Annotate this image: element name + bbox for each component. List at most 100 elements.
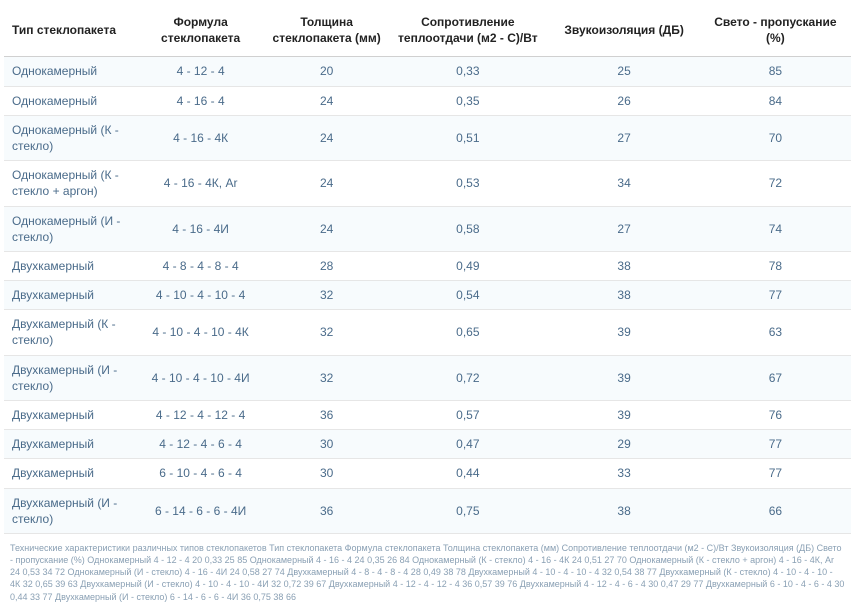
cell-resistance: 0,33	[387, 57, 548, 86]
cell-formula: 4 - 10 - 4 - 10 - 4И	[135, 355, 266, 400]
cell-type: Однокамерный	[4, 86, 135, 115]
table-row: Двухкамерный (К - стекло)4 - 10 - 4 - 10…	[4, 310, 851, 355]
cell-sound: 39	[548, 401, 699, 430]
table-body: Однокамерный4 - 12 - 4200,332585Однокаме…	[4, 57, 851, 534]
cell-formula: 4 - 16 - 4	[135, 86, 266, 115]
cell-thickness: 32	[266, 355, 387, 400]
cell-sound: 27	[548, 115, 699, 160]
cell-formula: 4 - 16 - 4К	[135, 115, 266, 160]
col-header-thickness: Толщина стеклопакета (мм)	[266, 4, 387, 57]
cell-formula: 4 - 12 - 4	[135, 57, 266, 86]
cell-light: 74	[700, 206, 851, 251]
cell-formula: 4 - 10 - 4 - 10 - 4	[135, 281, 266, 310]
table-row: Двухкамерный4 - 8 - 4 - 8 - 4280,493878	[4, 251, 851, 280]
cell-thickness: 24	[266, 115, 387, 160]
col-header-type: Тип стеклопакета	[4, 4, 135, 57]
cell-sound: 33	[548, 459, 699, 488]
col-header-resistance: Сопротивление теплоотдачи (м2 - С)/Вт	[387, 4, 548, 57]
cell-formula: 4 - 16 - 4К, Ar	[135, 161, 266, 206]
cell-sound: 39	[548, 355, 699, 400]
cell-formula: 6 - 10 - 4 - 6 - 4	[135, 459, 266, 488]
cell-type: Однокамерный (К - стекло)	[4, 115, 135, 160]
cell-light: 77	[700, 430, 851, 459]
col-header-light: Свето - пропускание (%)	[700, 4, 851, 57]
cell-formula: 4 - 8 - 4 - 8 - 4	[135, 251, 266, 280]
cell-resistance: 0,35	[387, 86, 548, 115]
glazing-table: Тип стеклопакета Формула стеклопакета То…	[4, 4, 851, 534]
cell-sound: 29	[548, 430, 699, 459]
cell-light: 66	[700, 488, 851, 533]
cell-formula: 4 - 16 - 4И	[135, 206, 266, 251]
col-header-formula: Формула стеклопакета	[135, 4, 266, 57]
table-row: Однокамерный4 - 16 - 4240,352684	[4, 86, 851, 115]
cell-thickness: 30	[266, 459, 387, 488]
table-row: Двухкамерный (И - стекло)4 - 10 - 4 - 10…	[4, 355, 851, 400]
table-row: Двухкамерный4 - 12 - 4 - 6 - 4300,472977	[4, 430, 851, 459]
cell-resistance: 0,53	[387, 161, 548, 206]
cell-light: 76	[700, 401, 851, 430]
cell-resistance: 0,75	[387, 488, 548, 533]
cell-thickness: 24	[266, 206, 387, 251]
footnote-text: Технические характеристики различных тип…	[4, 534, 851, 609]
cell-resistance: 0,58	[387, 206, 548, 251]
cell-light: 77	[700, 281, 851, 310]
cell-sound: 26	[548, 86, 699, 115]
table-row: Двухкамерный6 - 10 - 4 - 6 - 4300,443377	[4, 459, 851, 488]
cell-resistance: 0,44	[387, 459, 548, 488]
cell-type: Двухкамерный	[4, 281, 135, 310]
table-row: Однокамерный (К - стекло)4 - 16 - 4К240,…	[4, 115, 851, 160]
cell-thickness: 24	[266, 86, 387, 115]
cell-light: 85	[700, 57, 851, 86]
table-row: Двухкамерный4 - 10 - 4 - 10 - 4320,54387…	[4, 281, 851, 310]
cell-type: Двухкамерный (И - стекло)	[4, 488, 135, 533]
cell-thickness: 28	[266, 251, 387, 280]
cell-light: 78	[700, 251, 851, 280]
cell-sound: 34	[548, 161, 699, 206]
cell-resistance: 0,54	[387, 281, 548, 310]
col-header-sound: Звукоизоляция (ДБ)	[548, 4, 699, 57]
table-header: Тип стеклопакета Формула стеклопакета То…	[4, 4, 851, 57]
cell-sound: 25	[548, 57, 699, 86]
cell-resistance: 0,49	[387, 251, 548, 280]
cell-sound: 39	[548, 310, 699, 355]
cell-formula: 4 - 12 - 4 - 6 - 4	[135, 430, 266, 459]
cell-light: 63	[700, 310, 851, 355]
cell-formula: 6 - 14 - 6 - 6 - 4И	[135, 488, 266, 533]
cell-thickness: 36	[266, 488, 387, 533]
cell-thickness: 36	[266, 401, 387, 430]
cell-sound: 38	[548, 281, 699, 310]
table-row: Двухкамерный (И - стекло)6 - 14 - 6 - 6 …	[4, 488, 851, 533]
cell-type: Однокамерный (И - стекло)	[4, 206, 135, 251]
cell-resistance: 0,47	[387, 430, 548, 459]
cell-resistance: 0,65	[387, 310, 548, 355]
cell-light: 77	[700, 459, 851, 488]
cell-type: Двухкамерный	[4, 251, 135, 280]
table-row: Однокамерный (К - стекло + аргон)4 - 16 …	[4, 161, 851, 206]
cell-type: Однокамерный	[4, 57, 135, 86]
cell-light: 84	[700, 86, 851, 115]
cell-light: 70	[700, 115, 851, 160]
cell-thickness: 20	[266, 57, 387, 86]
cell-formula: 4 - 10 - 4 - 10 - 4К	[135, 310, 266, 355]
cell-light: 67	[700, 355, 851, 400]
cell-thickness: 32	[266, 310, 387, 355]
cell-light: 72	[700, 161, 851, 206]
cell-resistance: 0,57	[387, 401, 548, 430]
table-row: Двухкамерный4 - 12 - 4 - 12 - 4360,57397…	[4, 401, 851, 430]
cell-thickness: 32	[266, 281, 387, 310]
cell-type: Двухкамерный (И - стекло)	[4, 355, 135, 400]
cell-type: Двухкамерный (К - стекло)	[4, 310, 135, 355]
table-row: Однокамерный (И - стекло)4 - 16 - 4И240,…	[4, 206, 851, 251]
cell-type: Двухкамерный	[4, 459, 135, 488]
cell-sound: 27	[548, 206, 699, 251]
cell-sound: 38	[548, 251, 699, 280]
cell-resistance: 0,51	[387, 115, 548, 160]
cell-type: Двухкамерный	[4, 401, 135, 430]
cell-type: Двухкамерный	[4, 430, 135, 459]
cell-thickness: 30	[266, 430, 387, 459]
cell-resistance: 0,72	[387, 355, 548, 400]
table-row: Однокамерный4 - 12 - 4200,332585	[4, 57, 851, 86]
cell-formula: 4 - 12 - 4 - 12 - 4	[135, 401, 266, 430]
cell-thickness: 24	[266, 161, 387, 206]
cell-type: Однокамерный (К - стекло + аргон)	[4, 161, 135, 206]
